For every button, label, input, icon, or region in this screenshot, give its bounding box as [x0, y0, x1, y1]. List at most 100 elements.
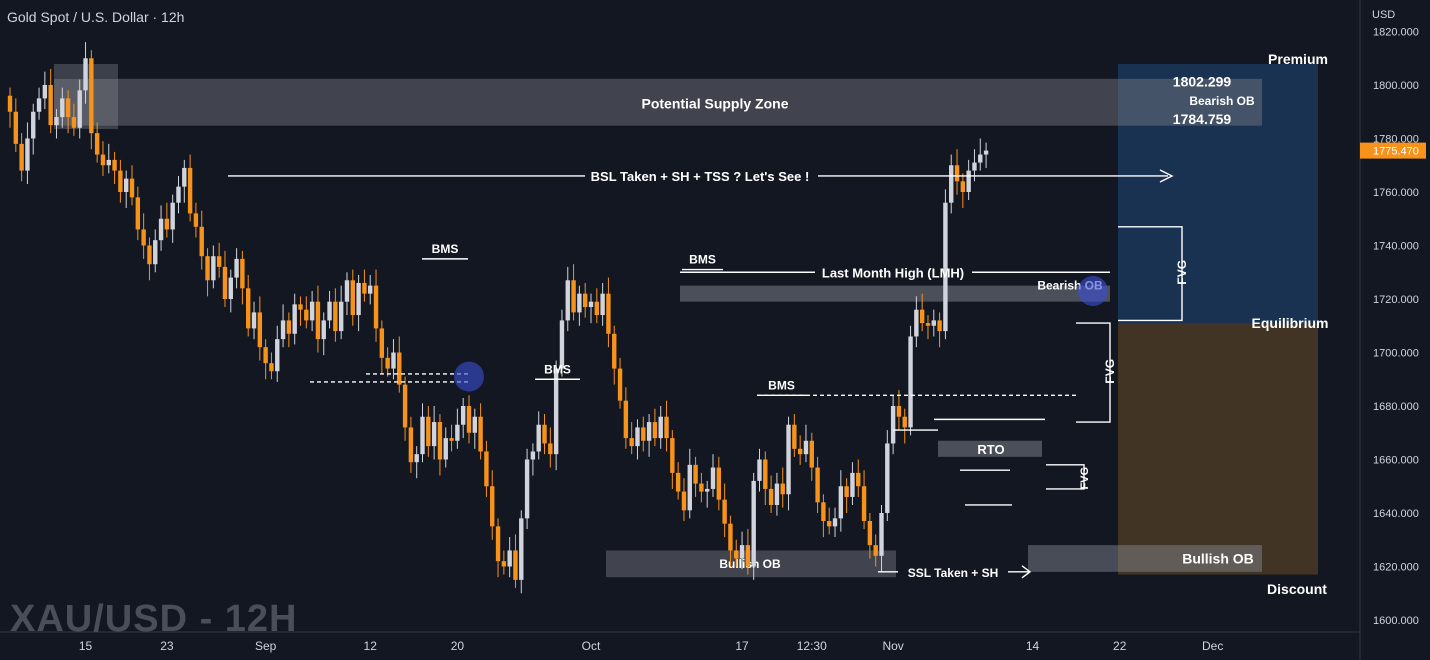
candle-body — [350, 280, 355, 316]
candle-body — [478, 416, 483, 452]
candle-body — [838, 486, 844, 519]
candle-body — [124, 178, 129, 192]
candle-body — [786, 424, 791, 495]
candle-body — [797, 448, 803, 455]
candle-body — [106, 159, 111, 166]
candle-body — [251, 312, 257, 329]
candle-body — [832, 518, 838, 527]
candle-body — [739, 545, 745, 559]
candle-body — [414, 454, 419, 463]
candle-body — [309, 301, 315, 321]
supply-zone-band — [54, 78, 1262, 126]
bearish-ob-marker — [1078, 275, 1108, 306]
bearish-ob-label: Bearish OB — [1189, 94, 1255, 108]
premium-label: Premium — [1268, 51, 1328, 67]
candle-body — [94, 133, 100, 155]
candle-body — [943, 202, 948, 332]
candle-body — [617, 368, 623, 401]
candle-body — [646, 422, 652, 441]
y-tick-label: 1820.000 — [1373, 27, 1419, 39]
candle-body — [588, 301, 594, 308]
candle-body — [460, 406, 466, 425]
candle-body — [536, 424, 541, 452]
candle-body — [472, 416, 477, 433]
candle-body — [658, 416, 663, 439]
symbol-watermark: XAU/USD - 12H — [10, 598, 298, 640]
candle-body — [577, 293, 582, 313]
bms-label: BMS — [768, 378, 795, 392]
fvg-bracket-large — [1118, 226, 1183, 322]
x-tick-label: Oct — [582, 639, 601, 653]
candle-body — [490, 486, 495, 527]
candle-body — [501, 561, 507, 567]
candle-body — [902, 416, 907, 428]
candle-body — [60, 98, 65, 118]
bullish-ob-label-left: Bullish OB — [719, 557, 781, 571]
candle-body — [205, 256, 210, 281]
candle-body — [571, 280, 576, 313]
candle-body — [983, 150, 989, 155]
candle-body — [873, 545, 878, 556]
x-tick-label: 22 — [1113, 639, 1127, 653]
candle-body — [466, 406, 472, 433]
candle-body — [129, 178, 135, 198]
candle-body — [582, 293, 588, 308]
bsl-label: BSL Taken + SH + TSS ? Let's See ! — [591, 169, 810, 184]
candle-body — [54, 117, 59, 126]
candle-body — [292, 304, 297, 334]
candle-body — [286, 320, 292, 334]
candle-body — [931, 320, 936, 326]
candle-body — [7, 95, 13, 112]
candle-body — [269, 363, 274, 372]
candle-body — [187, 167, 193, 214]
candle-body — [391, 352, 396, 369]
candle-body — [815, 467, 820, 503]
candle-body — [954, 165, 960, 182]
y-tick-label: 1740.000 — [1373, 241, 1419, 253]
candle-body — [734, 550, 739, 559]
candle-body — [699, 483, 704, 492]
candle-body — [705, 488, 710, 492]
lmh-band — [680, 285, 1110, 302]
candle-body — [420, 416, 425, 455]
y-tick-label: 1760.000 — [1373, 187, 1419, 199]
candle-body — [321, 320, 326, 340]
candle-body — [763, 459, 768, 489]
candle-body — [670, 438, 675, 473]
candle-body — [914, 309, 919, 337]
x-tick-label: 15 — [79, 639, 93, 653]
bearish-ob-lower-price: 1784.759 — [1173, 111, 1232, 127]
rto-band — [938, 440, 1042, 457]
candle-body — [652, 422, 658, 439]
bearish-ob-upper-price: 1802.299 — [1173, 73, 1232, 89]
candle-body — [373, 285, 379, 329]
bullish-ob-band-right — [1028, 545, 1262, 572]
candle-body — [141, 229, 146, 246]
candle-body — [664, 416, 669, 439]
candle-body — [542, 424, 547, 444]
candle-body — [147, 245, 152, 265]
candle-body — [606, 293, 611, 334]
candle-body — [484, 451, 489, 487]
equilibrium-label: Equilibrium — [1252, 315, 1329, 331]
x-tick-label: 17 — [735, 639, 749, 653]
candle-body — [861, 486, 867, 522]
symbol-title: Gold Spot / U.S. Dollar · 12h — [7, 9, 185, 25]
candle-body — [675, 472, 681, 492]
candle-body — [507, 550, 512, 567]
x-tick-label: Sep — [255, 639, 277, 653]
candle-body — [338, 301, 344, 332]
ssl-label: SSL Taken + SH — [908, 566, 999, 580]
y-tick-label: 1800.000 — [1373, 80, 1419, 92]
bms-label: BMS — [432, 242, 459, 256]
candle-body — [199, 226, 204, 257]
candle-body — [519, 518, 524, 580]
candle-body — [890, 406, 896, 444]
candle-body — [972, 162, 977, 171]
candle-body — [402, 384, 408, 428]
candle-body — [548, 443, 553, 455]
y-tick-label: 1720.000 — [1373, 294, 1419, 306]
candle-body — [559, 320, 565, 369]
